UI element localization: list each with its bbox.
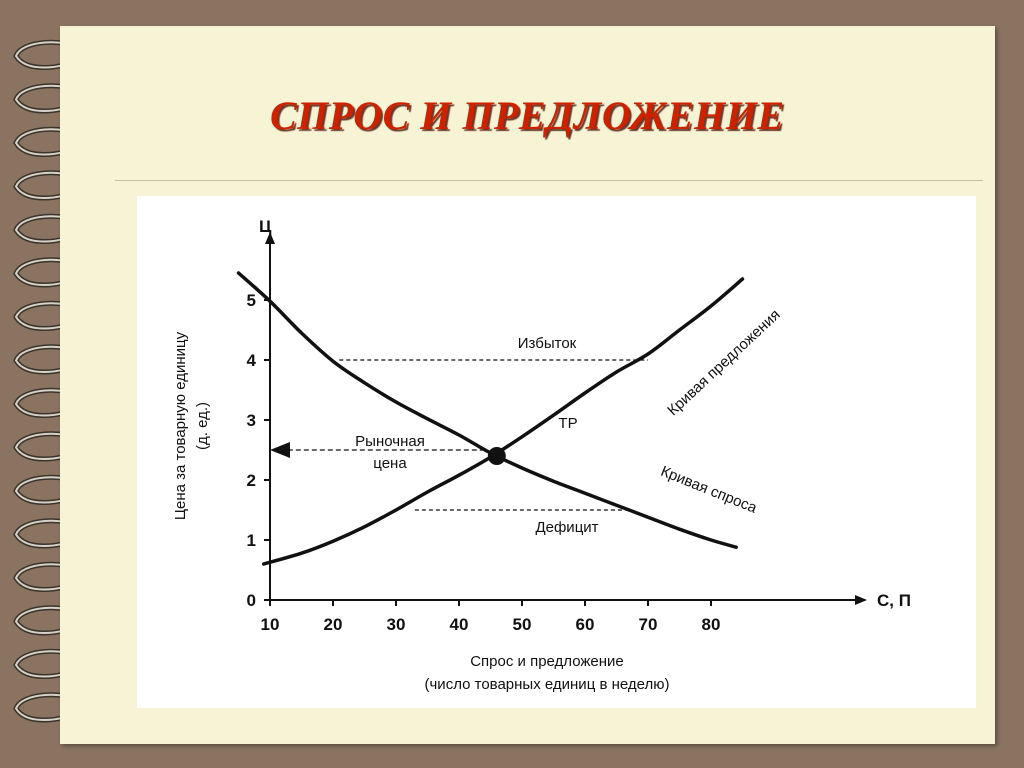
x-tick-label: 70 [639,615,658,634]
x-tick-label: 30 [387,615,406,634]
x-axis-sublabel: (число товарных единиц в неделю) [425,676,670,693]
demand-curve [236,271,738,549]
supply-demand-chart: 10 20 30 40 50 60 70 80 0 1 2 3 4 5 Ц С, П Спрос и п… [172,217,911,693]
curves [236,271,745,566]
x-tick-label: 20 [324,615,343,634]
y-tick-label: 4 [247,351,257,370]
supply-curve [261,277,745,566]
page-title: СПРОС И ПРЕДЛОЖЕНИЕ [270,93,785,138]
x-axis-label: Спрос и предложение [470,653,624,670]
supply-curve-label: Кривая предложения [664,306,783,419]
title-divider [115,180,983,181]
market-price-label-2: цена [373,455,407,472]
x-tick-label: 10 [261,615,280,634]
x-tick-label: 50 [513,615,532,634]
demand-curve-label: Кривая спроса [658,463,760,517]
y-axis-sublabel: (д. ед.) [194,402,211,450]
x-axis-symbol: С, П [877,591,911,610]
y-axis-label-group: Цена за товарную единицу (д. ед.) [172,331,211,520]
chart-panel: 10 20 30 40 50 60 70 80 0 1 2 3 4 5 Ц С, П Спрос и п… [137,196,976,708]
guide-lines [270,359,648,511]
deficit-label: Дефицит [535,519,598,536]
market-price-label: Рыночная [355,433,425,450]
x-tick-label: 40 [450,615,469,634]
y-ticks: 0 1 2 3 4 5 [247,291,270,610]
y-tick-label: 3 [247,411,256,430]
x-ticks: 10 20 30 40 50 60 70 80 [261,600,721,634]
x-tick-label: 80 [702,615,721,634]
y-tick-label: 0 [247,591,256,610]
y-tick-label: 2 [247,471,256,490]
y-tick-label: 1 [247,531,256,550]
surplus-label: Избыток [518,335,577,352]
y-axis-label: Цена за товарную единицу [172,331,189,520]
x-tick-label: 60 [576,615,595,634]
y-axis-symbol: Ц [259,217,272,236]
y-tick-label: 5 [247,291,256,310]
market-price-arrow [270,442,290,458]
equilibrium-label: ТР [558,415,577,432]
